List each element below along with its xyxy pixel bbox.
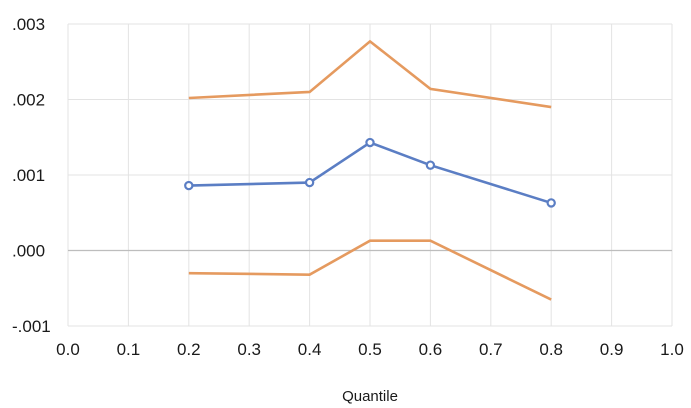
x-tick-label: 0.3 <box>237 340 261 359</box>
series-point-2 <box>546 198 556 208</box>
series-layer <box>184 39 556 301</box>
y-tick-label: .003 <box>12 15 45 34</box>
grid-layer <box>67 23 673 327</box>
y-tick-label: .002 <box>12 91 45 110</box>
x-axis-title: Quantile <box>342 388 398 405</box>
series-point-2 <box>425 160 436 170</box>
x-tick-label: 0.0 <box>56 340 80 359</box>
x-tick-label: 0.6 <box>419 340 443 359</box>
x-tick-label: 0.2 <box>177 340 201 359</box>
series-point-2 <box>304 177 315 188</box>
x-tick-label: 0.1 <box>117 340 141 359</box>
series-line-1 <box>188 39 552 109</box>
x-tick-label: 0.4 <box>298 340 322 359</box>
y-tick-label: -.001 <box>12 317 51 336</box>
series-point-2 <box>365 137 375 148</box>
series-point-2 <box>184 180 194 191</box>
x-tick-label: 0.7 <box>479 340 503 359</box>
series-line-3 <box>188 239 552 301</box>
x-tick-label: 1.0 <box>660 340 684 359</box>
y-tick-labels: .003 .002 .001 .000 -.001 <box>12 15 51 336</box>
x-tick-label: 0.5 <box>358 340 382 359</box>
y-tick-label: .000 <box>12 242 45 261</box>
y-tick-label: .001 <box>12 166 45 185</box>
x-tick-labels: 0.0 0.1 0.2 0.3 0.4 0.5 0.6 0.7 0.8 0.9 1.0 <box>56 340 684 359</box>
x-tick-label: 0.9 <box>600 340 624 359</box>
x-tick-label: 0.8 <box>539 340 563 359</box>
